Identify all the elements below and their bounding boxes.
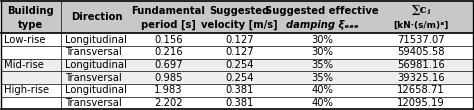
Text: Building: Building [8,6,55,16]
Text: 0.985: 0.985 [154,73,182,83]
Text: Longitudinal: Longitudinal [65,60,127,70]
Bar [0,59,474,71]
Text: 2.202: 2.202 [154,98,182,108]
Text: Transversal: Transversal [65,47,122,57]
Text: 0.127: 0.127 [226,47,254,57]
Text: 30%: 30% [311,35,333,45]
Text: Low-rise: Low-rise [4,35,46,45]
Text: 56981.16: 56981.16 [397,60,445,70]
Text: 71537.07: 71537.07 [397,35,445,45]
Text: 0.254: 0.254 [226,60,254,70]
Text: 1.983: 1.983 [154,85,182,95]
Text: 12095.19: 12095.19 [397,98,445,108]
Text: Longitudinal: Longitudinal [65,35,127,45]
Text: 12658.71: 12658.71 [397,85,445,95]
Bar [0,97,474,109]
Bar [0,71,474,84]
Text: 39325.16: 39325.16 [397,73,445,83]
Text: 0.381: 0.381 [226,98,254,108]
Text: damping ξₑₑₑ: damping ξₑₑₑ [286,20,358,30]
Text: type: type [18,20,44,30]
Text: High-rise: High-rise [4,85,50,95]
Text: [kN·(s/m)ᵃ]: [kN·(s/m)ᵃ] [393,21,449,30]
Text: 0.697: 0.697 [154,60,182,70]
Bar [0,33,474,46]
Text: 0.127: 0.127 [226,35,254,45]
Bar [0,84,474,97]
Text: 40%: 40% [311,98,333,108]
Text: 0.156: 0.156 [154,35,182,45]
Text: 0.216: 0.216 [154,47,182,57]
Text: velocity [m/s]: velocity [m/s] [201,20,278,30]
Text: 0.381: 0.381 [226,85,254,95]
Text: Longitudinal: Longitudinal [65,85,127,95]
Text: Mid-rise: Mid-rise [4,60,45,70]
Text: period [s]: period [s] [141,20,196,30]
Text: 59405.58: 59405.58 [397,47,445,57]
Text: ∑cⱼ: ∑cⱼ [411,4,431,15]
Text: Direction: Direction [71,12,123,22]
Text: 35%: 35% [311,73,333,83]
Text: 35%: 35% [311,60,333,70]
Text: 0.254: 0.254 [226,73,254,83]
Text: Transversal: Transversal [65,98,122,108]
Text: Transversal: Transversal [65,73,122,83]
Text: Suggested effective: Suggested effective [265,6,379,16]
Bar [0,46,474,59]
Text: Fundamental: Fundamental [131,6,205,16]
Text: Suggested: Suggested [210,6,270,16]
Bar [0,1,474,33]
Text: 30%: 30% [311,47,333,57]
Text: 40%: 40% [311,85,333,95]
